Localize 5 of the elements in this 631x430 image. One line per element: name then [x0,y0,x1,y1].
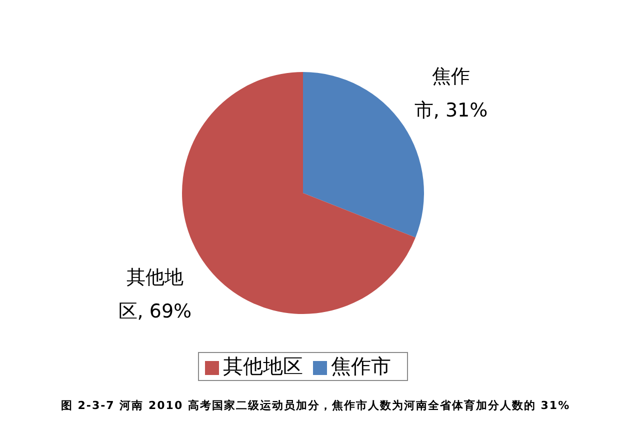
data-label: 其他地区, 69% [118,266,192,323]
data-label: 焦作市, 31% [414,65,488,122]
legend-label: 其他地区 [223,354,303,378]
legend-label: 焦作市 [331,354,391,378]
caption: 图 2-3-7 河南 2010 高考国家二级运动员加分，焦作市人数为河南全省体育加分人数的 31% [60,398,572,413]
